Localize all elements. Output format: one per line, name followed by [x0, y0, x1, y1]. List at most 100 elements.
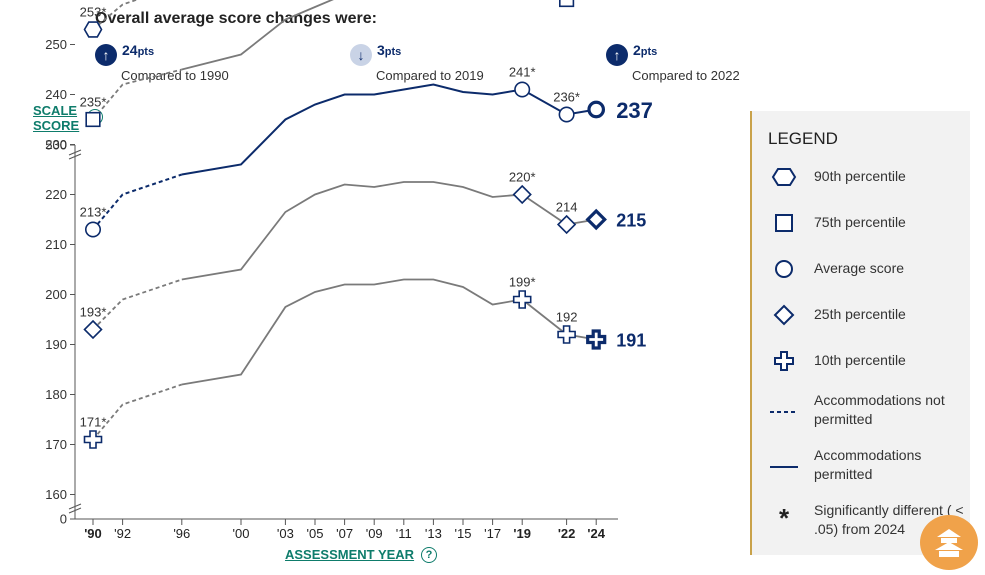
point-label: 235* [80, 95, 107, 110]
marker-10th-percentile-2022 [557, 325, 576, 344]
point-label: 214 [556, 200, 578, 215]
asterisk-icon: * [778, 503, 790, 533]
y-tick-label: 170 [45, 437, 67, 452]
point-label: 192 [556, 310, 578, 325]
marker-90th-percentile-1990 [83, 21, 103, 38]
point-label: 199* [509, 275, 536, 290]
marker-25th-percentile-2022 [556, 214, 577, 235]
circle-icon [775, 260, 793, 278]
chart-headline: Overall average score changes were: [95, 10, 377, 27]
x-tick-label: '13 [425, 526, 442, 541]
marker-25th-percentile-2019 [512, 184, 532, 205]
x-tick-label: '90 [84, 526, 102, 541]
change-vs-1990: ↑ 24pts Compared to 1990 [95, 42, 295, 87]
series-line-10th-percentile [181, 278, 597, 386]
marker-75th-percentile-1990 [85, 111, 101, 128]
change-comparison: Compared to 1990 [121, 68, 229, 83]
legend-item-75th: 75th percentile [752, 211, 970, 235]
x-tick-label: '00 [233, 526, 250, 541]
dashed-line-icon [770, 411, 798, 413]
change-comparison: Compared to 2022 [632, 68, 740, 83]
square-icon [775, 214, 793, 232]
x-tick-label: '24 [587, 526, 605, 541]
change-points: 3pts [377, 42, 402, 58]
x-tick-label: '17 [484, 526, 501, 541]
legend-item-significance: * Significantly different ( < .05) from … [752, 501, 970, 543]
point-label: 236* [553, 90, 580, 105]
x-tick-label: '09 [366, 526, 383, 541]
y-tick-label: 0 [60, 512, 67, 527]
marker-10th-percentile-1990 [83, 430, 103, 449]
legend-item-90th: 90th percentile [752, 165, 970, 189]
y-tick-label: 220 [45, 187, 67, 202]
cross-icon [774, 351, 794, 371]
series-line-dashed-25th-percentile [92, 278, 183, 331]
legend-panel: LEGEND 90th percentile 75th percentile A… [750, 111, 970, 555]
end-value-label: 191 [616, 330, 646, 350]
legend-item-10th: 10th percentile [752, 349, 970, 373]
x-tick-label: '15 [455, 526, 472, 541]
y-tick-label: 500 [45, 138, 67, 153]
diamond-icon [773, 304, 795, 326]
marker-average-score-2022 [558, 106, 575, 123]
change-points: 2pts [633, 42, 658, 58]
series-line-25th-percentile [181, 181, 597, 281]
y-axis-break-mark [68, 507, 82, 514]
x-tick-label: '96 [173, 526, 190, 541]
end-value-label: 237 [616, 98, 653, 123]
change-points: 24pts [122, 42, 155, 58]
marker-25th-percentile-1990 [83, 319, 103, 340]
y-tick-label: 260 [45, 0, 67, 2]
legend-item-25th: 25th percentile [752, 303, 970, 327]
series-line-dashed-90th-percentile [92, 0, 139, 31]
y-tick-label: 160 [45, 487, 67, 502]
legend-item-average: Average score [752, 257, 970, 281]
x-tick-label: '03 [277, 526, 294, 541]
marker-10th-percentile-2024 [586, 329, 607, 350]
change-vs-2022: ↑ 2pts Compared to 2022 [606, 42, 806, 87]
y-axis-break-mark [68, 153, 82, 160]
marker-25th-percentile-2024 [585, 208, 607, 231]
x-tick-label: '11 [396, 526, 412, 541]
series-line-75th-percentile [181, 0, 568, 71]
y-tick-label: 190 [45, 337, 67, 352]
x-tick-label: '22 [558, 526, 576, 541]
y-tick-label: 210 [45, 237, 67, 252]
x-tick-label: '07 [336, 526, 353, 541]
score-trend-chart: 0160170180190200210220230240250260270280… [45, 0, 653, 541]
series-line-dashed-10th-percentile [92, 383, 183, 441]
point-label: 241* [509, 65, 536, 80]
y-tick-label: 180 [45, 387, 67, 402]
hexagon-icon [771, 168, 797, 186]
marker-10th-percentile-2019 [512, 290, 532, 309]
change-comparison: Compared to 2019 [376, 68, 484, 83]
legend-title: LEGEND [768, 129, 838, 148]
x-tick-label: '19 [513, 526, 531, 541]
y-axis-title[interactable]: SCALE SCORE [33, 103, 80, 133]
marker-average-score-2019 [514, 81, 531, 98]
y-tick-label: 250 [45, 37, 67, 52]
arrow-up-icon: ↑ [95, 44, 117, 66]
change-vs-2019: ↓ 3pts Compared to 2019 [350, 42, 550, 87]
pagoda-icon [935, 528, 963, 557]
x-axis-title[interactable]: ASSESSMENT YEAR [285, 547, 415, 562]
legend-item-dashed: Accommodations not permitted [752, 391, 970, 433]
series-line-dashed-75th-percentile [92, 68, 183, 121]
point-label: 193* [80, 305, 107, 320]
x-tick-label: '05 [307, 526, 324, 541]
y-axis-break-mark [68, 503, 82, 510]
series-line-dashed-average-score [92, 173, 183, 231]
watermark-logo [920, 515, 978, 570]
legend-item-solid: Accommodations permitted [752, 446, 970, 488]
end-value-label: 215 [616, 210, 646, 230]
marker-average-score-2024 [587, 100, 606, 119]
y-axis-break-mark [68, 149, 82, 156]
solid-line-icon [770, 466, 798, 468]
x-tick-label: '92 [114, 526, 131, 541]
marker-average-score-1990 [84, 221, 102, 238]
point-label: 253* [80, 5, 107, 20]
point-label: 213* [80, 205, 107, 220]
series-line-average-score [181, 83, 597, 176]
arrow-down-icon: ↓ [350, 44, 372, 66]
x-axis-help-icon[interactable]: ? [421, 547, 437, 563]
